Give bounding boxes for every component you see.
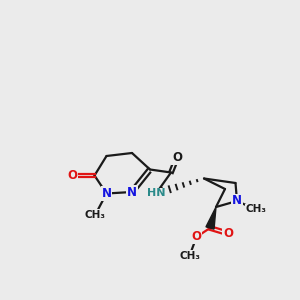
- Text: O: O: [172, 151, 182, 164]
- Text: O: O: [67, 169, 77, 182]
- Text: O: O: [191, 230, 202, 244]
- Text: N: N: [232, 194, 242, 208]
- Text: N: N: [101, 187, 112, 200]
- Text: O: O: [223, 227, 233, 240]
- Text: N: N: [127, 185, 137, 199]
- Text: CH₃: CH₃: [85, 209, 106, 220]
- Text: CH₃: CH₃: [245, 204, 266, 214]
- Polygon shape: [206, 207, 216, 229]
- Text: HN: HN: [147, 188, 165, 199]
- Text: CH₃: CH₃: [179, 250, 200, 261]
